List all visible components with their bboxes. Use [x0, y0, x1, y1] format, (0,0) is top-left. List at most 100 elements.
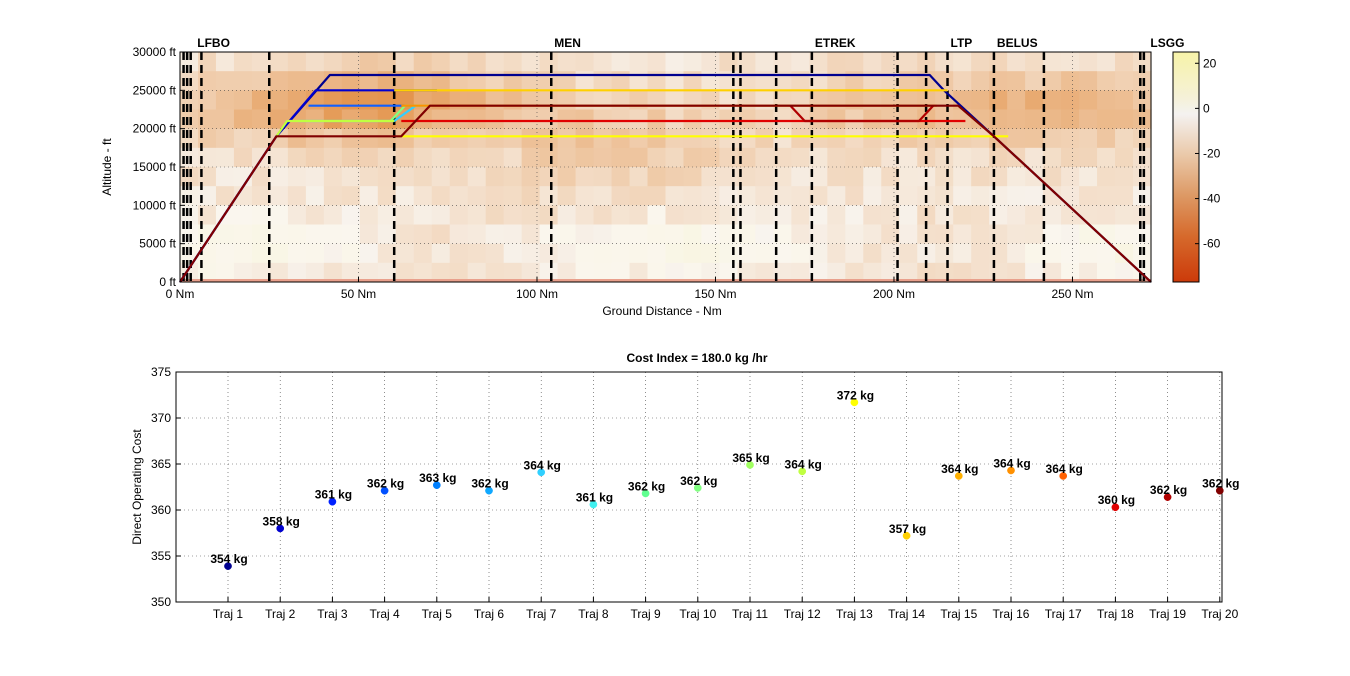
- heatmap-cell: [1133, 147, 1152, 168]
- heatmap-cell: [431, 243, 451, 264]
- heatmap-cell: [881, 186, 900, 206]
- heatmap-cell: [377, 147, 397, 168]
- cost-point: [537, 468, 546, 477]
- heatmap-cell: [1115, 186, 1134, 206]
- heatmap-cell: [899, 243, 918, 264]
- heatmap-cell: [971, 147, 990, 168]
- heatmap-cell: [827, 167, 846, 187]
- heatmap-cell: [1097, 52, 1116, 72]
- colorbar-gradient: [1172, 51, 1200, 283]
- heatmap-cell: [449, 224, 469, 245]
- heatmap-cell: [233, 262, 253, 283]
- heatmap-cell: [809, 262, 828, 283]
- heatmap-cell: [377, 205, 397, 226]
- heatmap-cell: [341, 147, 361, 168]
- heatmap-cell: [323, 109, 343, 130]
- heatmap-cell: [431, 71, 451, 91]
- heatmap-cell: [269, 243, 289, 264]
- heatmap-cell: [1115, 262, 1134, 283]
- heatmap-cell: [575, 167, 595, 187]
- ground-strip: [180, 279, 1151, 282]
- heatmap-cell: [629, 262, 649, 283]
- heatmap-cell: [1079, 128, 1098, 149]
- cost-point: [746, 461, 754, 469]
- heatmap-cell: [809, 243, 828, 264]
- heatmap-cell: [737, 71, 757, 91]
- heatmap-cell: [701, 186, 721, 206]
- colorbar: 20 0 -20 -40 -60: [1172, 51, 1221, 283]
- heatmap-cell: [287, 243, 307, 264]
- heatmap-cell: [521, 52, 541, 72]
- heatmap-cell: [971, 262, 990, 283]
- heatmap-cell: [359, 262, 379, 283]
- heatmap-cell: [215, 262, 235, 283]
- heatmap-cell: [395, 128, 415, 149]
- heatmap-cell: [845, 205, 864, 226]
- cost-point: [693, 484, 702, 492]
- heatmap-cell: [953, 71, 972, 91]
- heatmap-cell: [1043, 147, 1062, 168]
- heatmap-cell: [521, 90, 541, 111]
- heatmap-cell: [323, 147, 343, 168]
- heatmap-cell: [449, 167, 469, 187]
- heatmap-cell: [845, 71, 864, 91]
- heatmap-cell: [539, 71, 559, 91]
- heatmap-cell: [593, 147, 613, 168]
- heatmap-cell: [845, 262, 864, 283]
- heatmap-cell: [1025, 90, 1044, 111]
- heatmap-cell: [287, 128, 307, 149]
- bottom-axes-box: [175, 371, 1223, 603]
- heatmap-cell: [737, 167, 757, 187]
- heatmap-cell: [953, 167, 972, 187]
- heatmap-cell: [413, 147, 433, 168]
- heatmap-cell: [539, 262, 559, 283]
- heatmap-cell: [395, 205, 415, 226]
- heatmap-cell: [341, 71, 361, 91]
- heatmap-cell: [341, 90, 361, 111]
- heatmap-cell: [701, 167, 721, 187]
- heatmap-cell: [791, 243, 810, 264]
- heatmap-cell: [935, 90, 954, 111]
- heatmap-cell: [1007, 243, 1026, 264]
- heatmap-cell: [1115, 109, 1134, 130]
- top-y-tick-label: 15000 ft: [133, 160, 177, 174]
- heatmap-cell: [305, 205, 325, 226]
- heatmap-cell: [989, 186, 1008, 206]
- heatmap-cell: [773, 71, 792, 91]
- heatmap-cell: [251, 243, 271, 264]
- heatmap-cell: [521, 71, 541, 91]
- heatmap-cell: [629, 52, 649, 72]
- heatmap-cell: [341, 186, 361, 206]
- heatmap-cell: [845, 109, 864, 130]
- cost-point-label: 364 kg: [524, 458, 561, 472]
- cost-point-label: 362 kg: [1150, 483, 1187, 497]
- heatmap-cell: [683, 52, 703, 72]
- heatmap-cell: [737, 52, 757, 72]
- heatmap-cell: [1025, 128, 1044, 149]
- heatmap-cell: [1079, 186, 1098, 206]
- bottom-x-tick-label: Traj 10: [679, 607, 716, 621]
- heatmap-cell: [341, 262, 361, 283]
- heatmap-cell: [251, 109, 271, 130]
- heatmap-cell: [467, 224, 487, 245]
- heatmap-cell: [503, 243, 523, 264]
- heatmap-cell: [755, 71, 774, 91]
- heatmap-cell: [431, 186, 451, 206]
- heatmap-cell: [539, 186, 559, 206]
- heatmap-cell: [845, 128, 864, 149]
- heatmap-cell: [1079, 243, 1098, 264]
- heatmap-cell: [863, 52, 882, 72]
- heatmap-cell: [341, 224, 361, 245]
- heatmap-cell: [215, 90, 235, 111]
- heatmap-cell: [629, 205, 649, 226]
- heatmap-cell: [413, 167, 433, 187]
- heatmap-cell: [485, 109, 505, 130]
- heatmap-cell: [989, 224, 1008, 245]
- heatmap-cell: [467, 186, 487, 206]
- heatmap-cell: [341, 205, 361, 226]
- heatmap-cell: [467, 262, 487, 283]
- heatmap-cell: [305, 167, 325, 187]
- heatmap-cell: [251, 71, 271, 91]
- cost-point-label: 362 kg: [1202, 477, 1239, 491]
- heatmap-cell: [269, 52, 289, 72]
